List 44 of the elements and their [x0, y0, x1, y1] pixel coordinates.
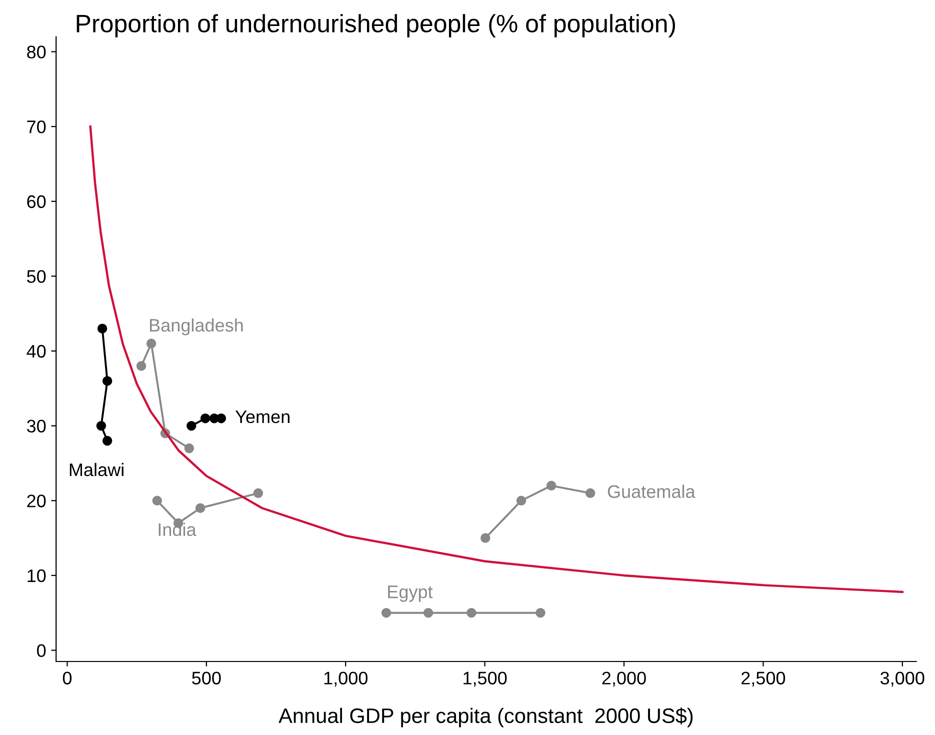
- point: [480, 533, 490, 543]
- point: [186, 420, 196, 431]
- y-tick-label: 80: [27, 46, 46, 58]
- point: [96, 420, 106, 431]
- series-label: Guatemala: [608, 484, 696, 498]
- y-tick-label: 50: [27, 270, 46, 283]
- point: [423, 608, 434, 618]
- point: [102, 376, 112, 386]
- x-tick-label: 500: [192, 672, 221, 684]
- x-tick-label: 2,000: [602, 672, 646, 687]
- point: [152, 496, 162, 506]
- point: [253, 488, 264, 498]
- series-label: Egypt: [388, 586, 433, 602]
- x-tick-label: 1,500: [464, 672, 507, 687]
- x-tick-label: 1,000: [324, 672, 368, 687]
- x-tick-label: 3,000: [880, 672, 924, 687]
- y-tick-label: 30: [26, 420, 46, 433]
- series-label: Bangladesh: [150, 318, 243, 336]
- y-tick-label: 0: [37, 644, 46, 657]
- point: [381, 608, 392, 618]
- chart-title: Proportion of undernourished people (% of population): [76, 14, 676, 38]
- point: [146, 338, 156, 348]
- x-axis-title: Annual GDP per capita (constant 2000 US$): [278, 708, 693, 728]
- point: [216, 413, 226, 424]
- point: [536, 608, 546, 618]
- x-tick-label: 0: [62, 672, 72, 684]
- point: [136, 361, 146, 371]
- y-tick-label: 20: [27, 494, 46, 508]
- point: [466, 608, 476, 618]
- point: [102, 436, 112, 446]
- series-label: Malawi: [70, 462, 124, 476]
- point: [516, 496, 526, 506]
- point: [546, 480, 556, 491]
- y-tick-label: 70: [27, 120, 46, 134]
- point: [97, 324, 108, 334]
- point: [585, 488, 596, 498]
- x-tick-label: 2,500: [742, 672, 786, 687]
- y-tick-label: 10: [28, 569, 46, 582]
- point: [184, 443, 194, 454]
- y-tick-label: 60: [27, 195, 46, 208]
- y-tick-label: 40: [26, 344, 46, 358]
- point: [200, 413, 210, 424]
- point: [195, 503, 206, 513]
- series-label: Yemen: [235, 410, 290, 424]
